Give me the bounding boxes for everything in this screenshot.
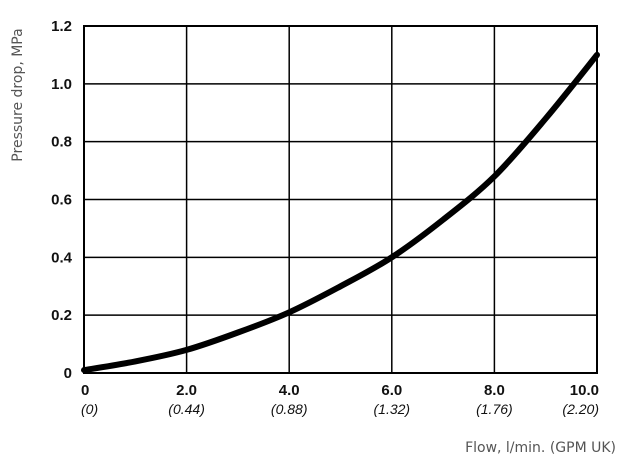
y-tick-label: 1.2 (51, 18, 72, 35)
x-tick-sublabel: (0.88) (271, 401, 308, 417)
plot-frame (83, 25, 598, 374)
x-tick-label: 10.0 (570, 382, 599, 399)
x-tick-sublabel: (2.20) (562, 401, 599, 417)
x-axis-label: Flow, l/min. (GPM UK) (465, 440, 616, 456)
x-tick-labels: 0 (0) 2.0 (0.44) 4.0 (0.88) 6.0 (1.32) 8.0 (1.76)… (81, 382, 599, 417)
series-line-0 (81, 51, 600, 374)
y-tick-labels: 0 0.2 0.4 0.6 0.8 1.0 1.2 (51, 18, 73, 382)
grid (84, 26, 597, 373)
x-tick-sublabel: (0) (81, 401, 98, 417)
x-tick-label: 6.0 (381, 382, 402, 399)
y-tick-label: 0 (64, 365, 72, 382)
x-tick-label: 0 (81, 382, 89, 399)
y-axis-label: Pressure drop, MPa (10, 28, 26, 161)
plot-border (83, 25, 598, 374)
x-tick-label: 2.0 (176, 382, 197, 399)
x-tick-sublabel: (1.32) (374, 401, 411, 417)
y-tick-label: 0.8 (51, 134, 72, 151)
series-layer (81, 51, 600, 374)
x-tick-sublabel: (1.76) (476, 401, 513, 417)
y-tick-label: 0.6 (51, 192, 72, 209)
x-tick-label: 8.0 (484, 382, 505, 399)
y-tick-label: 0.4 (51, 249, 73, 266)
y-tick-label: 1.0 (51, 76, 72, 93)
y-tick-label: 0.2 (51, 307, 72, 324)
x-tick-sublabel: (0.44) (168, 401, 205, 417)
x-tick-label: 4.0 (279, 382, 300, 399)
